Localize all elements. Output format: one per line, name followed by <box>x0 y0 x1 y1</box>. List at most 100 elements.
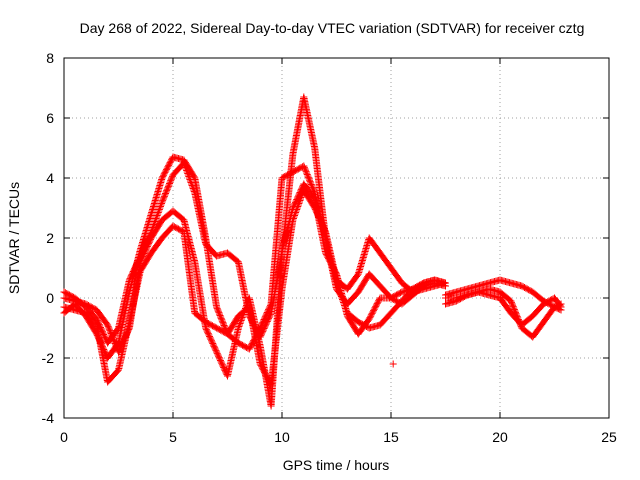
track-marker-track-a <box>300 163 308 171</box>
track-marker-track-a <box>216 312 224 320</box>
grid-lines <box>64 58 609 418</box>
track-marker-track-b <box>182 164 190 171</box>
y-tick-labels: -4 -2 0 2 4 6 8 <box>42 50 55 426</box>
data-point-track-c <box>104 321 112 329</box>
track-marker-track-b <box>152 216 160 224</box>
track-marker-track-b <box>150 221 158 228</box>
track-marker-track-d <box>295 200 303 207</box>
track-marker-track-a <box>308 182 316 190</box>
track-marker-track-b <box>154 209 162 216</box>
track-marker-track-b <box>158 200 166 207</box>
chart-title: Day 268 of 2022, Sidereal Day-to-day VTE… <box>80 20 585 36</box>
data-point-track-f <box>507 297 515 305</box>
data-point-track-a <box>213 303 221 311</box>
track-marker-track-d <box>297 194 305 201</box>
track-marker-track-a <box>307 180 315 188</box>
track-marker-track-c <box>109 334 117 342</box>
track-marker-track-a <box>213 304 221 312</box>
track-marker-track-d <box>293 206 301 213</box>
track-marker-track-f <box>509 301 517 309</box>
track-marker-track-b <box>181 162 189 170</box>
track-marker-track-b <box>163 185 171 193</box>
track-marker-track-g <box>556 302 564 310</box>
track-marker-track-a <box>218 316 226 324</box>
track-marker-track-f <box>509 303 517 311</box>
track-marker-track-d <box>291 210 299 218</box>
track-marker-track-d <box>293 204 301 212</box>
track-marker-track-f <box>508 300 516 308</box>
y-tick-label: -4 <box>42 410 55 426</box>
track-marker-track-b <box>163 187 171 195</box>
track-marker-track-b <box>164 182 172 190</box>
track-marker-track-c <box>108 332 116 340</box>
data-point-outlier <box>389 360 397 368</box>
track-marker-track-b <box>184 170 192 177</box>
track-marker-track-c <box>237 317 245 324</box>
track-marker-track-b <box>159 197 167 205</box>
x-tick-label: 20 <box>492 429 508 445</box>
track-marker-track-b <box>153 212 161 219</box>
data-point-track-g <box>557 303 565 311</box>
track-marker-track-b <box>166 178 174 186</box>
track-marker-track-a <box>302 166 310 174</box>
data-point-track-c <box>234 324 242 332</box>
track-marker-track-c <box>237 318 245 326</box>
track-marker-track-a <box>304 172 312 180</box>
x-tick-label: 25 <box>601 429 617 445</box>
track-marker-track-a <box>304 173 312 181</box>
axis-ticks <box>63 57 610 419</box>
track-marker-track-b <box>183 167 191 174</box>
track-marker-track-d <box>291 212 299 219</box>
track-marker-track-a <box>217 314 225 322</box>
x-tick-labels: 0 5 10 15 20 25 <box>60 429 617 445</box>
track-marker-track-d <box>298 192 306 200</box>
y-tick-label: -2 <box>42 350 55 366</box>
data-point-track-d <box>442 279 449 287</box>
track-marker-track-b <box>156 203 164 210</box>
track-marker-track-c <box>108 331 116 339</box>
track-marker-track-b <box>162 189 170 197</box>
data-point-track-a <box>300 162 308 170</box>
track-marker-track-b <box>189 185 197 192</box>
y-axis-title: SDTVAR / TECUs <box>6 182 22 294</box>
track-marker-track-a <box>214 306 222 314</box>
track-marker-track-b <box>160 192 168 200</box>
track-marker-track-a <box>218 317 226 325</box>
track-marker-track-b <box>184 171 192 179</box>
track-marker-track-b <box>157 201 165 209</box>
x-tick-label: 0 <box>60 429 68 445</box>
track-marker-track-b <box>152 215 160 222</box>
track-marker-track-b <box>186 177 194 185</box>
track-marker-track-a <box>305 175 313 183</box>
track-marker-track-b <box>154 210 162 218</box>
track-marker-track-c <box>110 338 118 346</box>
track-marker-track-c <box>105 324 113 332</box>
track-marker-track-c <box>106 328 114 336</box>
track-marker-track-b <box>164 184 172 192</box>
track-marker-track-b <box>190 188 198 195</box>
track-marker-track-b <box>186 176 194 183</box>
track-marker-track-b <box>162 188 170 196</box>
y-tick-label: 8 <box>46 50 54 66</box>
data-point-track-b <box>180 159 188 167</box>
track-marker-track-a <box>303 169 311 177</box>
x-axis-title: GPS time / hours <box>283 457 390 473</box>
track-marker-track-a <box>306 176 314 184</box>
track-marker-track-b <box>185 173 193 180</box>
track-marker-track-b <box>160 194 168 202</box>
track-marker-track-c <box>105 325 113 333</box>
track-marker-track-a <box>220 321 228 329</box>
track-marker-track-d <box>294 203 302 210</box>
x-tick-label: 15 <box>383 429 399 445</box>
x-tick-label: 10 <box>274 429 290 445</box>
track-marker-track-c <box>235 321 243 329</box>
track-marker-track-a <box>215 310 223 318</box>
track-marker-track-b <box>153 213 161 221</box>
track-marker-track-b <box>189 183 197 191</box>
track-marker-track-b <box>165 181 173 189</box>
y-tick-label: 0 <box>46 290 54 306</box>
track-marker-track-b <box>151 218 159 225</box>
y-tick-label: 4 <box>46 170 54 186</box>
track-marker-track-d <box>321 227 329 235</box>
